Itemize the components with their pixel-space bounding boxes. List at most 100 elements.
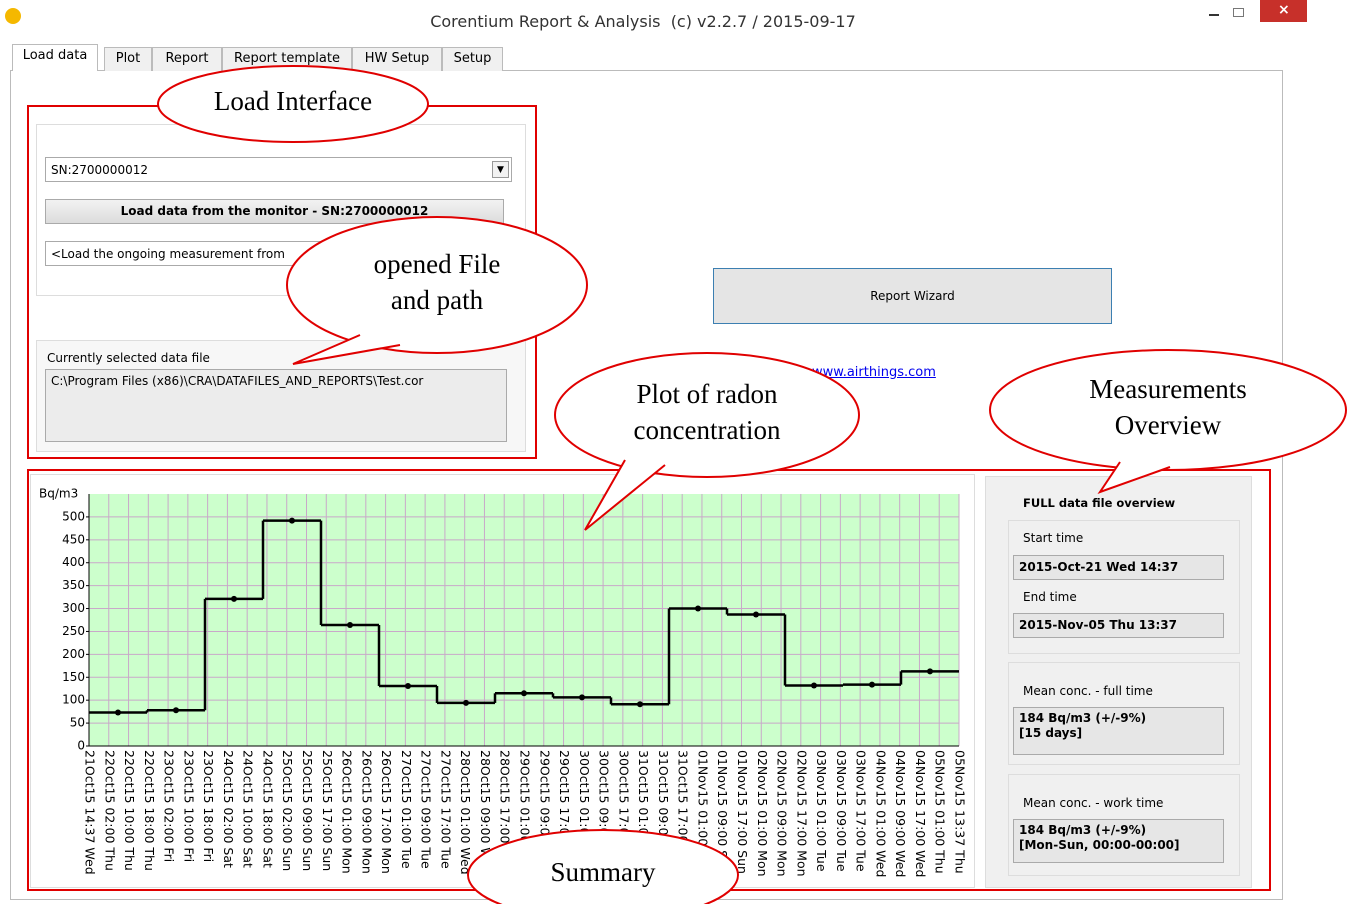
- work-line: 184 Bq/m3 (+/-9%): [1019, 823, 1147, 837]
- full-label: Mean conc. - full time: [1023, 684, 1153, 698]
- start-field: 2015-Oct-21 Wed 14:37: [1013, 555, 1224, 580]
- x-tick-label: 28Oct15 01:00 Wed: [458, 750, 473, 875]
- x-tick-label: 23Oct15 10:00 Fri: [181, 750, 196, 862]
- tab[interactable]: Plot: [104, 47, 152, 71]
- data-point: [289, 517, 295, 524]
- data-point: [927, 668, 933, 675]
- data-point: [869, 681, 875, 688]
- start-label: Start time: [1023, 531, 1084, 545]
- dropdown-text: SN:2700000012: [51, 163, 148, 177]
- x-tick-label: 22Oct15 18:00 Thu: [142, 750, 157, 871]
- y-tick-label: 500: [62, 509, 85, 523]
- window-title: Corentium Report & Analysis (c) v2.2.7 /…: [430, 12, 856, 31]
- data-point: [579, 694, 585, 701]
- load-button[interactable]: Load data from the monitor - SN:27000000…: [45, 199, 504, 224]
- link[interactable]: www.airthings.com: [812, 365, 936, 380]
- x-tick-label: 31Oct15 09:00 Sat: [656, 750, 671, 868]
- full-line: [15 days]: [1019, 726, 1083, 740]
- data-point: [173, 707, 179, 714]
- x-tick-label: 02Nov15 09:00 Mon: [775, 750, 790, 877]
- x-tick-label: 26Oct15 09:00 Mon: [359, 750, 374, 874]
- x-tick-label: 01Nov15 17:00 Sun: [735, 750, 750, 874]
- full-field: 184 Bq/m3 (+/-9%) [15 days]: [1013, 707, 1224, 755]
- x-tick-label: 31Oct15 17:00 Sat: [676, 750, 691, 868]
- x-tick-label: 24Oct15 02:00 Sat: [221, 750, 236, 868]
- x-tick-label: 27Oct15 09:00 Tue: [419, 750, 434, 869]
- close[interactable]: ×: [1260, 0, 1307, 22]
- overview-title: FULL data file overview: [1023, 496, 1176, 510]
- file-path: C:\Program Files (x86)\CRA\DATAFILES_AND…: [45, 369, 507, 442]
- chart-panel: Bq/m3 0 50 100 150 200 250 300 350 400 450 500 21Oct…: [30, 474, 975, 888]
- x-tick-label: 31Oct15 01:00 Sat: [636, 750, 651, 868]
- x-tick-label: 22Oct15 02:00 Thu: [102, 750, 117, 871]
- ongoing-field[interactable]: <Load the ongoing measurement from: [45, 241, 504, 266]
- work-line: [Mon-Sun, 00:00-00:00]: [1019, 838, 1180, 852]
- y-tick-label: 150: [62, 670, 85, 684]
- tab[interactable]: Report template: [222, 47, 352, 71]
- file-label: Currently selected data file: [47, 351, 210, 365]
- x-tick-label: 03Nov15 17:00 Tue: [854, 750, 869, 872]
- x-tick-label: 30Oct15 09:00 Fri: [597, 750, 612, 862]
- data-point: [753, 611, 759, 618]
- data-point: [695, 605, 701, 612]
- x-tick-label: 01Nov15 01:00 Sun: [695, 750, 710, 874]
- full-line: 184 Bq/m3 (+/-9%): [1019, 711, 1147, 725]
- maximize[interactable]: [1233, 8, 1244, 17]
- x-tick-label: 21Oct15 14:37 Wed: [83, 750, 98, 875]
- x-tick-label: 29Oct15 09:00 Thu: [537, 750, 552, 871]
- x-tick-label: 30Oct15 01:00 Fri: [577, 750, 592, 862]
- x-tick-label: 01Nov15 09:00 Sun: [715, 750, 730, 874]
- minimize[interactable]: [1209, 14, 1219, 16]
- dropdown-arrow[interactable]: ▼: [492, 161, 509, 178]
- y-tick-label: 100: [62, 693, 85, 707]
- x-tick-label: 26Oct15 01:00 Mon: [340, 750, 355, 874]
- x-tick-label: 28Oct15 09:00 Wed: [478, 750, 493, 875]
- x-tick-label: 04Nov15 01:00 Wed: [873, 750, 888, 877]
- x-tick-label: 04Nov15 17:00 Wed: [913, 750, 928, 877]
- y-tick-label: 250: [62, 624, 85, 638]
- data-point: [521, 690, 527, 697]
- device-dropdown[interactable]: SN:2700000012 ▼: [45, 157, 512, 182]
- x-tick-label: 26Oct15 17:00 Mon: [379, 750, 394, 874]
- x-tick-label: 29Oct15 17:00 Thu: [557, 750, 572, 871]
- x-tick-label: 23Oct15 02:00 Fri: [162, 750, 177, 862]
- data-point: [115, 709, 121, 716]
- x-tick-label: 27Oct15 01:00 Tue: [399, 750, 414, 869]
- y-tick-label: 300: [62, 601, 85, 615]
- y-axis-label: Bq/m3: [39, 487, 78, 501]
- end-field: 2015-Nov-05 Thu 13:37: [1013, 613, 1224, 638]
- data-point: [231, 595, 237, 602]
- data-point: [405, 682, 411, 689]
- x-tick-label: 02Nov15 17:00 Mon: [794, 750, 809, 877]
- y-tick-label: 50: [70, 716, 85, 730]
- x-tick-label: 03Nov15 01:00 Tue: [814, 750, 829, 872]
- tab[interactable]: Setup: [442, 47, 503, 71]
- x-tick-label: 24Oct15 10:00 Sat: [241, 750, 256, 868]
- x-tick-label: 25Oct15 02:00 Sun: [280, 750, 295, 871]
- x-tick-label: 30Oct15 17:00 Fri: [616, 750, 631, 862]
- chart: Bq/m305010015020025030035040045050021Oct…: [39, 487, 968, 878]
- x-tick-label: 25Oct15 09:00 Sun: [300, 750, 315, 871]
- x-tick-label: 05Nov15 01:00 Thu: [933, 750, 948, 874]
- y-tick-label: 200: [62, 647, 85, 661]
- tab[interactable]: HW Setup: [352, 47, 442, 71]
- data-point: [811, 682, 817, 689]
- x-tick-label: 04Nov15 09:00 Wed: [893, 750, 908, 877]
- tab[interactable]: Load data: [12, 44, 98, 71]
- x-tick-label: 29Oct15 01:00 Thu: [518, 750, 533, 871]
- x-tick-label: 05Nov15 13:37 Thu: [953, 750, 968, 874]
- x-tick-label: 03Nov15 09:00 Tue: [834, 750, 849, 872]
- x-tick-label: 23Oct15 18:00 Fri: [201, 750, 216, 862]
- app-icon: [5, 8, 21, 24]
- x-tick-label: 25Oct15 17:00 Sun: [320, 750, 335, 871]
- data-point: [463, 699, 469, 706]
- x-tick-label: 24Oct15 18:00 Sat: [260, 750, 275, 868]
- work-label: Mean conc. - work time: [1023, 796, 1164, 810]
- work-field: 184 Bq/m3 (+/-9%) [Mon-Sun, 00:00-00:00]: [1013, 819, 1224, 863]
- y-tick-label: 450: [62, 532, 85, 546]
- data-point: [347, 622, 353, 629]
- report-wizard-button[interactable]: Report Wizard: [713, 268, 1112, 324]
- tab[interactable]: Report: [152, 47, 222, 71]
- y-tick-label: 400: [62, 555, 85, 569]
